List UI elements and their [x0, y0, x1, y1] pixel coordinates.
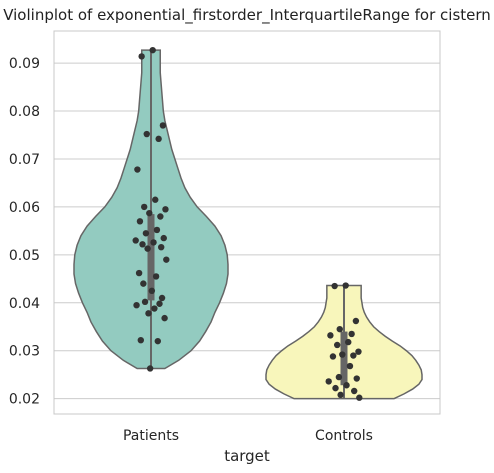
- data-point: [152, 273, 160, 280]
- data-point: [135, 269, 143, 277]
- violins: [73, 46, 423, 401]
- data-point: [149, 46, 156, 54]
- data-point: [353, 375, 360, 382]
- data-point: [157, 213, 164, 220]
- data-point: [146, 365, 154, 372]
- y-tick-label: 0.03: [9, 344, 40, 360]
- data-point: [134, 166, 141, 173]
- data-point: [162, 206, 169, 213]
- data-point: [325, 378, 332, 385]
- x-tick-label: Controls: [315, 428, 373, 444]
- x-axis: Patients Controls: [123, 428, 373, 444]
- data-point: [327, 332, 334, 339]
- data-point: [356, 394, 363, 401]
- y-tick-label: 0.05: [9, 248, 40, 264]
- data-point: [334, 341, 341, 349]
- data-point: [154, 337, 161, 345]
- y-axis: 0.02 0.03 0.04 0.05 0.06 0.07 0.08 0.09: [9, 56, 40, 408]
- data-point: [133, 301, 140, 309]
- iqr-box: [147, 214, 155, 301]
- data-point: [132, 237, 139, 244]
- data-point: [161, 314, 168, 322]
- data-point: [143, 130, 150, 138]
- data-point: [146, 209, 153, 217]
- data-point: [140, 280, 147, 287]
- data-point: [145, 310, 152, 317]
- data-point: [136, 218, 144, 225]
- data-point: [331, 282, 338, 290]
- data-point: [342, 282, 349, 289]
- y-tick-label: 0.06: [9, 200, 40, 216]
- data-point: [150, 239, 157, 246]
- data-point: [155, 135, 162, 143]
- data-point: [137, 336, 144, 344]
- data-point: [335, 373, 343, 381]
- y-tick-label: 0.07: [9, 152, 40, 168]
- x-tick-label: Patients: [123, 428, 179, 444]
- chart-title: Violinplot of exponential_firstorder_Int…: [3, 6, 491, 25]
- data-point: [144, 245, 151, 252]
- data-point: [337, 391, 344, 399]
- data-point: [332, 384, 339, 392]
- data-point: [160, 234, 167, 242]
- data-point: [346, 362, 354, 370]
- data-point: [343, 382, 350, 389]
- data-point: [151, 305, 158, 312]
- data-point: [141, 298, 149, 306]
- data-point: [351, 387, 358, 395]
- data-point: [139, 241, 146, 248]
- data-point: [329, 353, 337, 360]
- data-point: [141, 203, 148, 211]
- data-point: [355, 348, 362, 355]
- data-point: [339, 351, 346, 358]
- data-point: [336, 325, 343, 333]
- y-tick-label: 0.02: [9, 392, 40, 408]
- data-point: [159, 122, 167, 129]
- data-point: [153, 226, 161, 234]
- x-axis-label: target: [224, 447, 270, 465]
- data-point: [158, 243, 165, 251]
- data-point: [350, 352, 357, 359]
- y-tick-label: 0.08: [9, 104, 40, 120]
- data-point: [152, 196, 159, 203]
- data-point: [142, 230, 150, 237]
- data-point: [148, 287, 156, 295]
- y-tick-label: 0.09: [9, 56, 40, 72]
- data-point: [163, 256, 170, 263]
- data-point: [345, 338, 352, 346]
- data-point: [348, 330, 355, 338]
- data-point: [138, 53, 145, 60]
- plot-frame: [53, 30, 441, 415]
- data-point: [352, 317, 360, 325]
- iqr-box: [340, 331, 348, 386]
- y-tick-label: 0.04: [9, 296, 40, 312]
- data-point: [158, 294, 166, 302]
- data-point: [156, 300, 163, 307]
